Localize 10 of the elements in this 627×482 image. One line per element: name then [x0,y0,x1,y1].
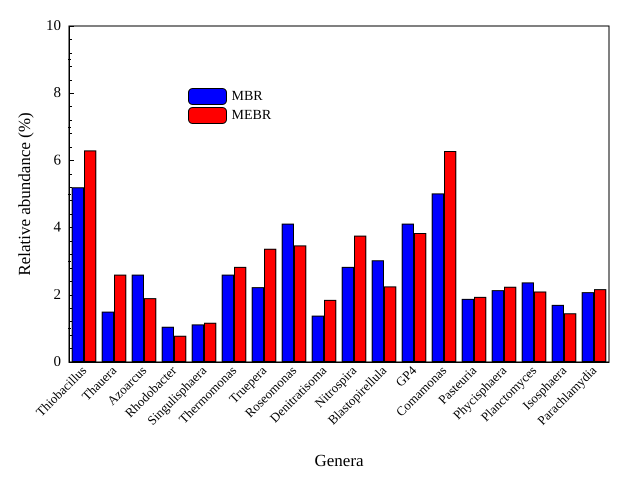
legend-label: MBR [232,89,264,104]
legend-label: MEBR [232,108,272,123]
y-tick-label: 10 [46,18,61,34]
y-tick-label: 2 [54,286,61,303]
y-tick-label: 8 [54,85,61,102]
y-tick-label: 6 [54,152,62,168]
y-axis-title: Relative abundance (%) [15,112,34,276]
y-tick-label: 0 [54,354,61,370]
y-tick-label: 4 [54,220,62,236]
x-axis-title: Genera [314,451,364,470]
